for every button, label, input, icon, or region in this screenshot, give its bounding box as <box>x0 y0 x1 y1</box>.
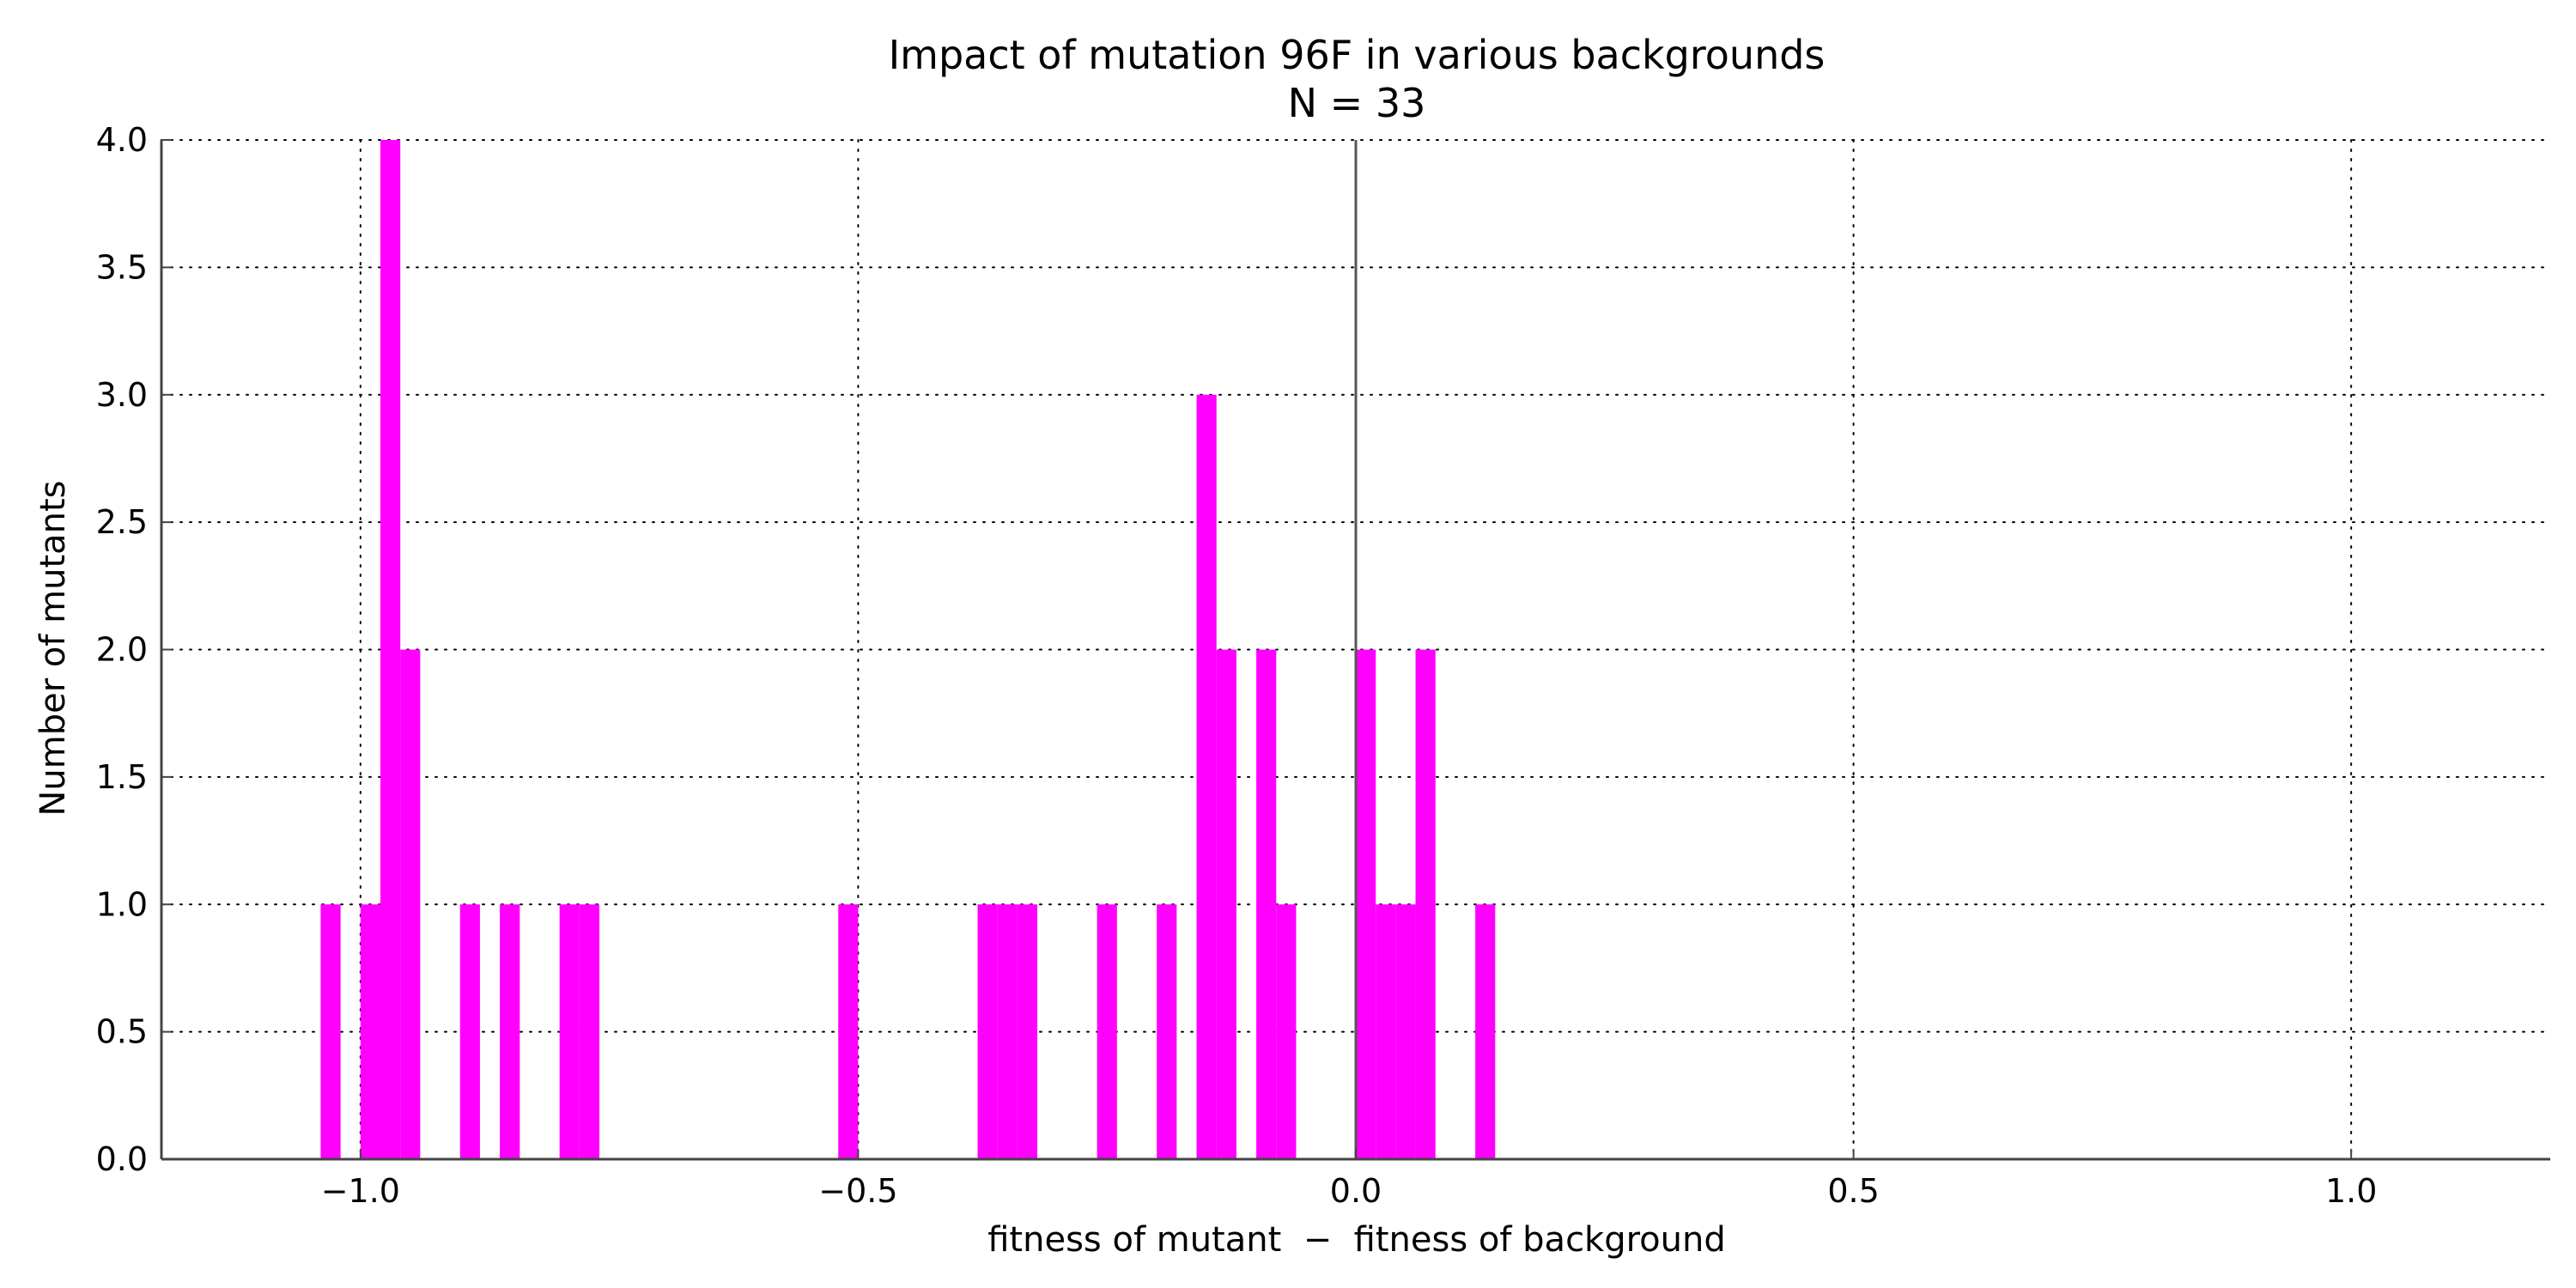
tick-labels: 0.0 0.5 1.0 1.5 2.0 2.5 3.0 3.5 4.0 −1.0 −0.5 0.0 0.… <box>96 121 2378 1210</box>
chart-title: Impact of mutation 96F in various backgr… <box>889 32 1826 78</box>
y-tick-label: 3.0 <box>96 376 148 414</box>
histogram-bar <box>360 904 381 1159</box>
histogram-bar <box>1415 649 1436 1159</box>
histogram-bar <box>1196 394 1217 1159</box>
y-tick-label: 1.5 <box>96 758 148 796</box>
histogram-bar <box>1157 904 1177 1159</box>
x-axis-label: fitness of mutant − fitness of backgroun… <box>987 1220 1726 1260</box>
histogram-bar <box>1276 904 1297 1159</box>
x-tick-label: −1.0 <box>321 1172 400 1210</box>
y-tick-label: 1.0 <box>96 885 148 923</box>
y-tick-label: 0.0 <box>96 1140 148 1178</box>
histogram-bar <box>1216 649 1236 1159</box>
histogram-bar <box>400 649 421 1159</box>
y-tick-label: 3.5 <box>96 248 148 286</box>
histogram-bar <box>320 904 341 1159</box>
histogram-bar <box>1475 904 1496 1159</box>
x-tick-label: −0.5 <box>818 1172 897 1210</box>
y-tick-label: 2.0 <box>96 631 148 669</box>
histogram-bar <box>1256 649 1277 1159</box>
histogram-bar <box>838 904 859 1159</box>
x-tick-label: 1.0 <box>2325 1172 2377 1210</box>
histogram-bar <box>559 904 580 1159</box>
histogram-bar <box>1395 904 1416 1159</box>
histogram-bar <box>1097 904 1117 1159</box>
axes <box>160 139 2550 1161</box>
histogram-bar <box>1356 649 1376 1159</box>
y-tick-label: 4.0 <box>96 121 148 159</box>
histogram-bar <box>380 140 401 1159</box>
y-tick-label: 0.5 <box>96 1013 148 1051</box>
histogram-bar <box>1017 904 1038 1159</box>
histogram-bar <box>977 904 998 1159</box>
histogram-bar <box>579 904 600 1159</box>
histogram-bar <box>1376 904 1396 1159</box>
histogram-bar <box>997 904 1018 1159</box>
y-axis-label: Number of mutants <box>33 480 73 816</box>
x-tick-label: 0.0 <box>1330 1172 1382 1210</box>
y-tick-label: 2.5 <box>96 503 148 541</box>
histogram-bar <box>459 904 480 1159</box>
chart-subtitle: N = 33 <box>1288 80 1426 126</box>
x-tick-label: 0.5 <box>1827 1172 1879 1210</box>
histogram-bar <box>500 904 520 1159</box>
histogram-bars <box>320 140 1496 1159</box>
